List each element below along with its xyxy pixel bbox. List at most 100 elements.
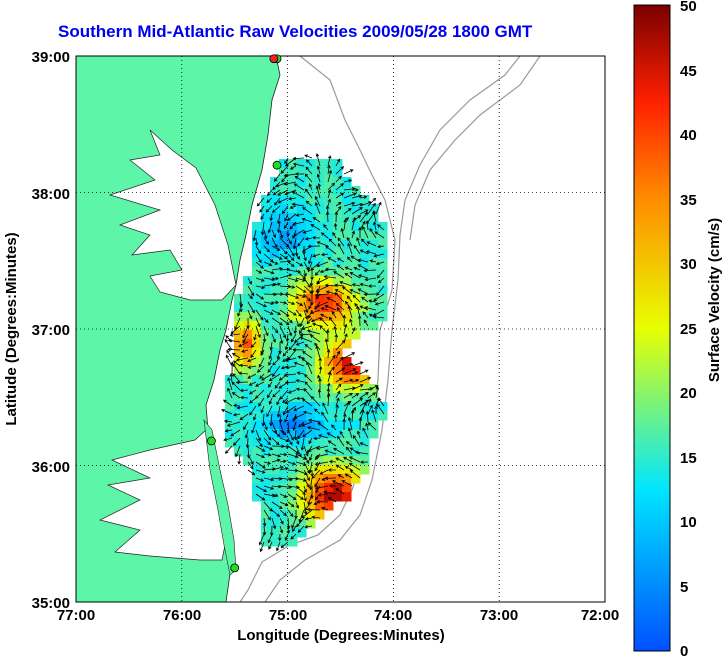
velocity-arrow xyxy=(239,363,249,368)
velocity-cell xyxy=(234,411,244,421)
velocity-arrow xyxy=(316,241,329,247)
velocity-arrow xyxy=(362,311,369,319)
velocity-cell xyxy=(333,249,343,259)
velocity-cell xyxy=(333,159,343,169)
velocity-arrow xyxy=(284,380,297,385)
velocity-arrow xyxy=(279,333,284,345)
velocity-arrow xyxy=(335,192,345,199)
velocity-arrow xyxy=(284,397,297,404)
velocity-arrow xyxy=(287,445,300,454)
velocity-cell xyxy=(279,276,289,286)
velocity-arrow xyxy=(227,387,233,399)
velocity-cell xyxy=(279,375,289,385)
velocity-arrow xyxy=(293,413,305,419)
velocity-cell xyxy=(297,447,307,457)
velocity-cell xyxy=(225,393,235,403)
velocity-arrow xyxy=(363,292,377,297)
velocity-arrow xyxy=(292,156,305,161)
velocity-cell xyxy=(360,402,370,412)
velocity-cell xyxy=(243,420,253,430)
velocity-arrow xyxy=(346,236,353,247)
velocity-cell xyxy=(297,231,307,241)
velocity-arrow xyxy=(279,525,284,534)
velocity-cell xyxy=(288,348,298,358)
velocity-cell xyxy=(225,438,235,448)
velocity-cell xyxy=(279,249,289,259)
velocity-cell xyxy=(297,339,307,349)
velocity-cell xyxy=(279,231,289,241)
velocity-cell xyxy=(378,249,388,259)
velocity-arrow xyxy=(320,307,329,311)
velocity-cell xyxy=(288,285,298,295)
velocity-arrow xyxy=(255,485,268,493)
velocity-arrow xyxy=(223,437,233,442)
velocity-arrow xyxy=(304,173,313,183)
velocity-cell xyxy=(297,456,307,466)
velocity-cell xyxy=(324,402,334,412)
velocity-cell xyxy=(378,411,388,421)
radar-station-marker xyxy=(207,436,216,446)
velocity-arrow xyxy=(291,517,297,529)
velocity-cell xyxy=(360,267,370,277)
velocity-arrow xyxy=(231,391,241,399)
velocity-cell xyxy=(288,312,298,322)
velocity-arrow xyxy=(271,261,279,265)
velocity-arrow xyxy=(295,277,306,282)
velocity-arrow xyxy=(293,325,298,335)
velocity-arrow xyxy=(346,295,353,303)
velocity-arrow xyxy=(373,253,385,258)
velocity-cell xyxy=(234,438,244,448)
velocity-arrow xyxy=(303,293,311,302)
colorbar-label: Surface Velocity (cm/s) xyxy=(706,218,723,382)
velocity-cell xyxy=(288,483,298,493)
velocity-arrow xyxy=(335,350,340,359)
velocity-arrow xyxy=(271,458,281,463)
velocity-arrow xyxy=(320,252,329,257)
velocity-arrow xyxy=(295,493,304,500)
velocity-cell xyxy=(324,411,334,421)
velocity-cell xyxy=(288,339,298,349)
velocity-cell xyxy=(297,312,307,322)
velocity-cell xyxy=(288,213,298,223)
velocity-arrow xyxy=(232,412,241,417)
velocity-arrow xyxy=(316,165,321,175)
velocity-cell xyxy=(369,231,379,241)
velocity-arrow xyxy=(227,377,233,391)
velocity-cell xyxy=(297,501,307,511)
velocity-cell xyxy=(351,375,361,385)
velocity-cell xyxy=(369,294,379,304)
velocity-arrow xyxy=(309,334,321,343)
velocity-arrow xyxy=(359,209,369,215)
colorbar-tick-label: 50 xyxy=(680,0,697,15)
velocity-cell xyxy=(342,204,352,214)
velocity-arrow xyxy=(304,381,313,391)
velocity-cell xyxy=(279,312,289,322)
velocity-arrow xyxy=(306,361,313,375)
velocity-arrow xyxy=(347,427,353,439)
velocity-arrow xyxy=(319,469,329,475)
velocity-arrow xyxy=(278,533,282,542)
velocity-cell xyxy=(252,222,262,232)
velocity-cell xyxy=(270,249,280,259)
velocity-cell xyxy=(333,492,343,502)
velocity-arrow xyxy=(310,261,321,271)
velocity-arrow xyxy=(295,387,305,392)
velocity-arrow xyxy=(284,189,297,196)
velocity-arrow xyxy=(292,347,305,352)
velocity-cell xyxy=(333,438,343,448)
velocity-cell xyxy=(279,159,289,169)
velocity-cell xyxy=(261,339,271,349)
velocity-cell xyxy=(324,303,334,313)
velocity-cell xyxy=(306,357,316,367)
velocity-arrow xyxy=(369,259,377,263)
velocity-cell xyxy=(270,411,280,421)
velocity-arrow xyxy=(328,484,337,488)
velocity-cell xyxy=(306,249,316,259)
velocity-cell xyxy=(243,447,253,457)
velocity-arrow xyxy=(352,434,361,447)
velocity-arrow xyxy=(302,410,313,415)
velocity-arrow xyxy=(344,266,353,271)
velocity-cell xyxy=(288,465,298,475)
velocity-arrow xyxy=(295,213,305,217)
velocity-cell xyxy=(252,438,262,448)
